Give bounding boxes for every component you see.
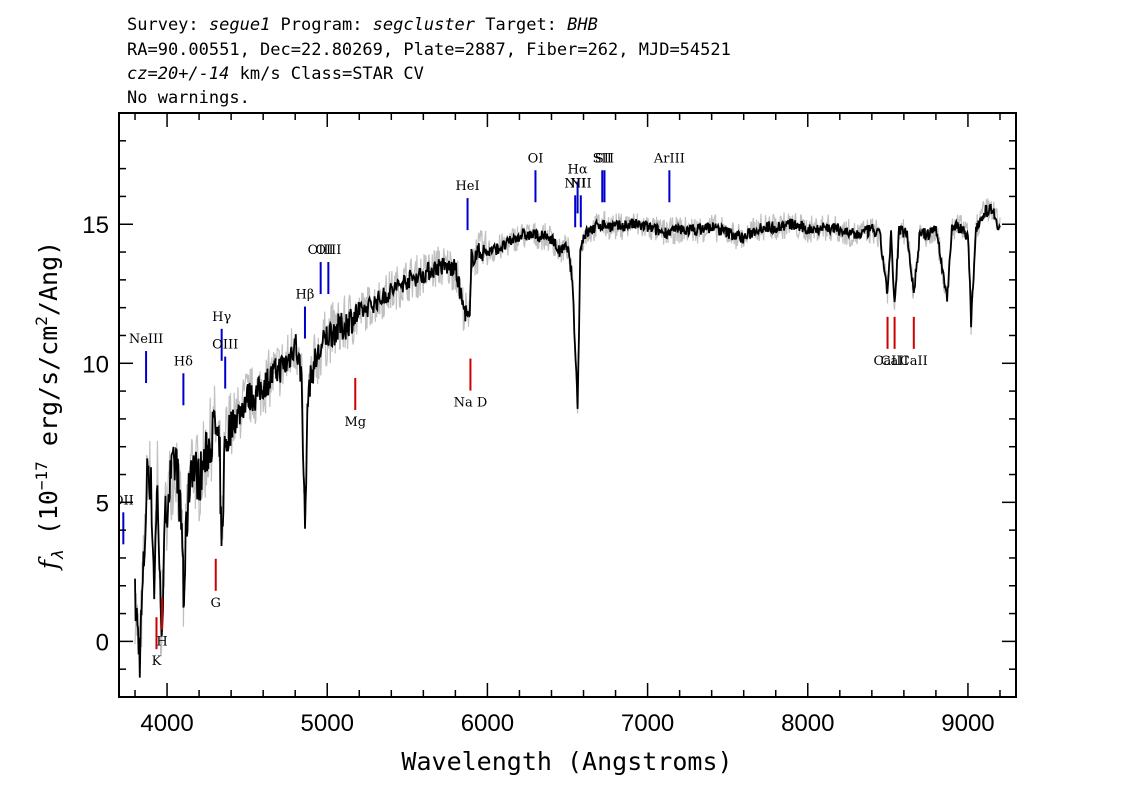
emission-line-label: OIII (315, 243, 341, 258)
y-label-post: /Ang) (34, 241, 63, 316)
y-label-sub: λ (48, 550, 67, 560)
x-tick-label: 6000 (461, 710, 514, 737)
target-value: BHB (567, 15, 598, 35)
x-axis-label: Wavelength (Angstroms) (401, 747, 732, 776)
emission-line-label: HeI (455, 179, 479, 194)
absorption-line-label: G (211, 596, 221, 611)
y-tick-label: 5 (96, 490, 109, 517)
header-line-4: No warnings. (127, 88, 250, 108)
cz-value: =20+/-14 (147, 64, 229, 84)
y-tick-label: 15 (82, 212, 109, 239)
y-tick-label: 10 (82, 351, 109, 378)
y-tick-label: 0 (96, 629, 109, 656)
y-label-exp2: 2 (32, 316, 51, 326)
emission-line-label: NeIII (129, 332, 163, 347)
x-tick-label: 4000 (140, 710, 193, 737)
target-label: Target: (475, 15, 567, 35)
emission-line-label: SII (595, 151, 614, 166)
survey-value: segue1 (209, 15, 270, 35)
emission-line-label: Hβ (296, 288, 315, 303)
tick-labels: 4000 5000 6000 7000 8000 9000 0 5 10 15 (82, 212, 994, 737)
emission-line-label: NII (564, 176, 586, 191)
y-label-pre: (10 (34, 490, 63, 550)
emission-line-label: OIII (212, 338, 238, 353)
plot-area: OIINeIIIHδHγOIIIHβOIIIOIIIHeIOINIIHαNIIS… (113, 151, 1001, 678)
y-label-mid: erg/s/cm (34, 326, 63, 461)
emission-line-label: ArIII (653, 151, 685, 166)
x-tick-label: 5000 (301, 710, 354, 737)
emission-line-label: OI (528, 151, 544, 166)
absorption-line-label: K (152, 654, 162, 669)
header-line-3: cz=20+/-14 km/s Class=STAR CV (127, 64, 424, 84)
x-tick-label: 9000 (941, 710, 994, 737)
flux-series-line (134, 203, 1001, 678)
absorption-line-label: Mg (344, 415, 366, 430)
header-line-1: Survey: segue1 Program: segcluster Targe… (127, 15, 598, 35)
survey-label: Survey: (127, 15, 209, 35)
absorption-line-label: CaII (881, 354, 909, 369)
axes (118, 112, 1017, 698)
y-label-f: f (34, 556, 63, 571)
cz-label: cz (127, 64, 147, 84)
emission-line-label: SII (593, 151, 612, 166)
emission-line-label: OII (113, 493, 134, 508)
header-line-2: RA=90.00551, Dec=22.80269, Plate=2887, F… (127, 40, 731, 60)
emission-line-label: OIII (308, 243, 334, 258)
emission-line-label: Hγ (212, 310, 231, 325)
x-tick-label: 8000 (781, 710, 834, 737)
y-label-exp: −17 (32, 461, 51, 490)
program-value: segcluster (373, 15, 476, 35)
flux-error-band (134, 198, 1001, 660)
program-label: Program: (270, 15, 372, 35)
class-text: km/s Class=STAR CV (229, 64, 423, 84)
absorption-line-label: CaII (900, 354, 928, 369)
absorption-line-label: CaII (874, 354, 902, 369)
y-axis-label: fλ (10−17 erg/s/cm2/Ang) (32, 241, 67, 571)
absorption-line-label: H (156, 635, 167, 650)
absorption-line-label: Na D (454, 396, 488, 411)
plot-frame (118, 112, 1017, 698)
emission-line-label: NII (570, 176, 592, 191)
x-tick-label: 7000 (621, 710, 674, 737)
emission-line-label: Hα (568, 162, 588, 177)
emission-line-label: Hδ (174, 354, 193, 369)
